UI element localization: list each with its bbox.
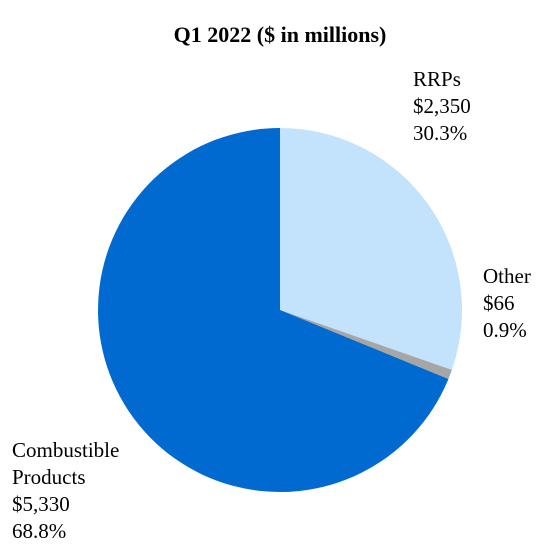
slice-label-rrps-name: RRPs bbox=[413, 67, 461, 91]
chart-title: Q1 2022 ($ in millions) bbox=[174, 22, 387, 47]
slice-label-combustible-products-percent: 68.8% bbox=[12, 519, 66, 543]
slice-label-rrps-percent: 30.3% bbox=[413, 121, 467, 145]
slice-label-other-percent: 0.9% bbox=[483, 318, 527, 342]
pie-slice-rrps bbox=[280, 128, 463, 370]
slice-label-combustible-products-name-1: Combustible bbox=[12, 438, 119, 462]
pie-slice-combustible-products bbox=[98, 128, 449, 492]
slice-label-combustible-products-value: $5,330 bbox=[12, 492, 70, 516]
slice-label-rrps-value: $2,350 bbox=[413, 94, 471, 118]
pie-slices bbox=[98, 128, 463, 492]
pie-slice-other bbox=[280, 310, 452, 380]
slice-label-other-name: Other bbox=[483, 264, 531, 288]
slice-label-combustible-products-name-2: Products bbox=[12, 465, 86, 489]
pie-labels: RRPs $2,350 30.3% Other $66 0.9% Combustible Pr… bbox=[12, 67, 531, 543]
slice-label-other-value: $66 bbox=[483, 291, 515, 315]
